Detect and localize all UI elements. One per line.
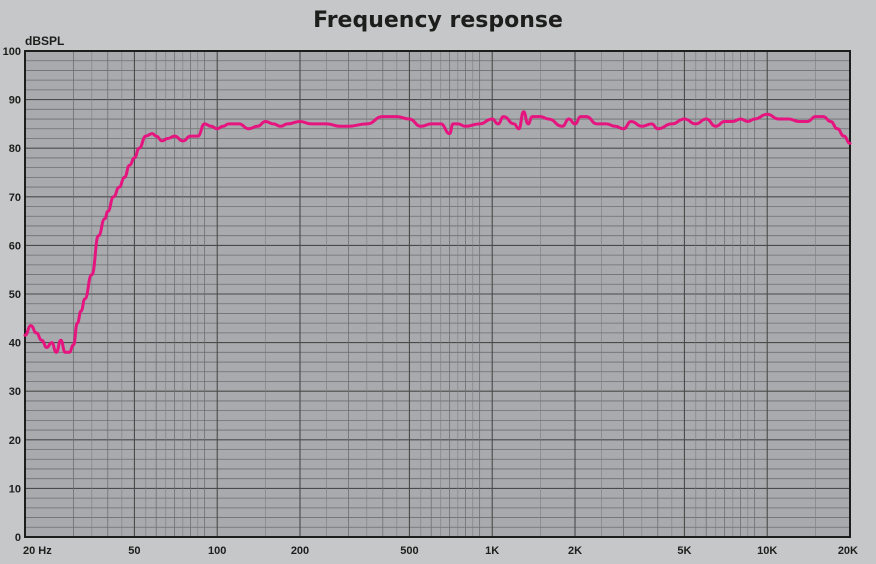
x-tick-label: 2K	[568, 545, 582, 557]
y-tick-label: 20	[9, 435, 21, 447]
y-tick-label: 0	[15, 532, 21, 544]
x-tick-label: 100	[208, 545, 226, 557]
x-tick-label: 500	[400, 545, 418, 557]
x-tick-label: 200	[291, 545, 309, 557]
y-tick-label: 30	[9, 386, 21, 398]
y-tick-label: 70	[9, 192, 21, 204]
series-line	[23, 110, 852, 354]
x-tick-label: 50	[128, 545, 140, 557]
x-tick-label: 5K	[677, 545, 691, 557]
plot-frame	[24, 50, 851, 538]
x-tick-label: 20 Hz	[23, 545, 52, 557]
y-tick-label: 10	[9, 483, 21, 495]
y-tick-label: 80	[9, 143, 21, 155]
x-tick-label: 10K	[757, 545, 777, 557]
y-tick-label: 40	[9, 338, 21, 350]
y-axis-label: dBSPL	[25, 34, 64, 48]
y-tick-label: 60	[9, 240, 21, 252]
y-tick-label: 50	[9, 289, 21, 301]
y-tick-label: 100	[3, 46, 21, 58]
x-tick-label: 20K	[838, 545, 858, 557]
x-tick-label: 1K	[485, 545, 499, 557]
chart-title: Frequency response	[313, 8, 563, 33]
y-tick-label: 90	[9, 95, 21, 107]
